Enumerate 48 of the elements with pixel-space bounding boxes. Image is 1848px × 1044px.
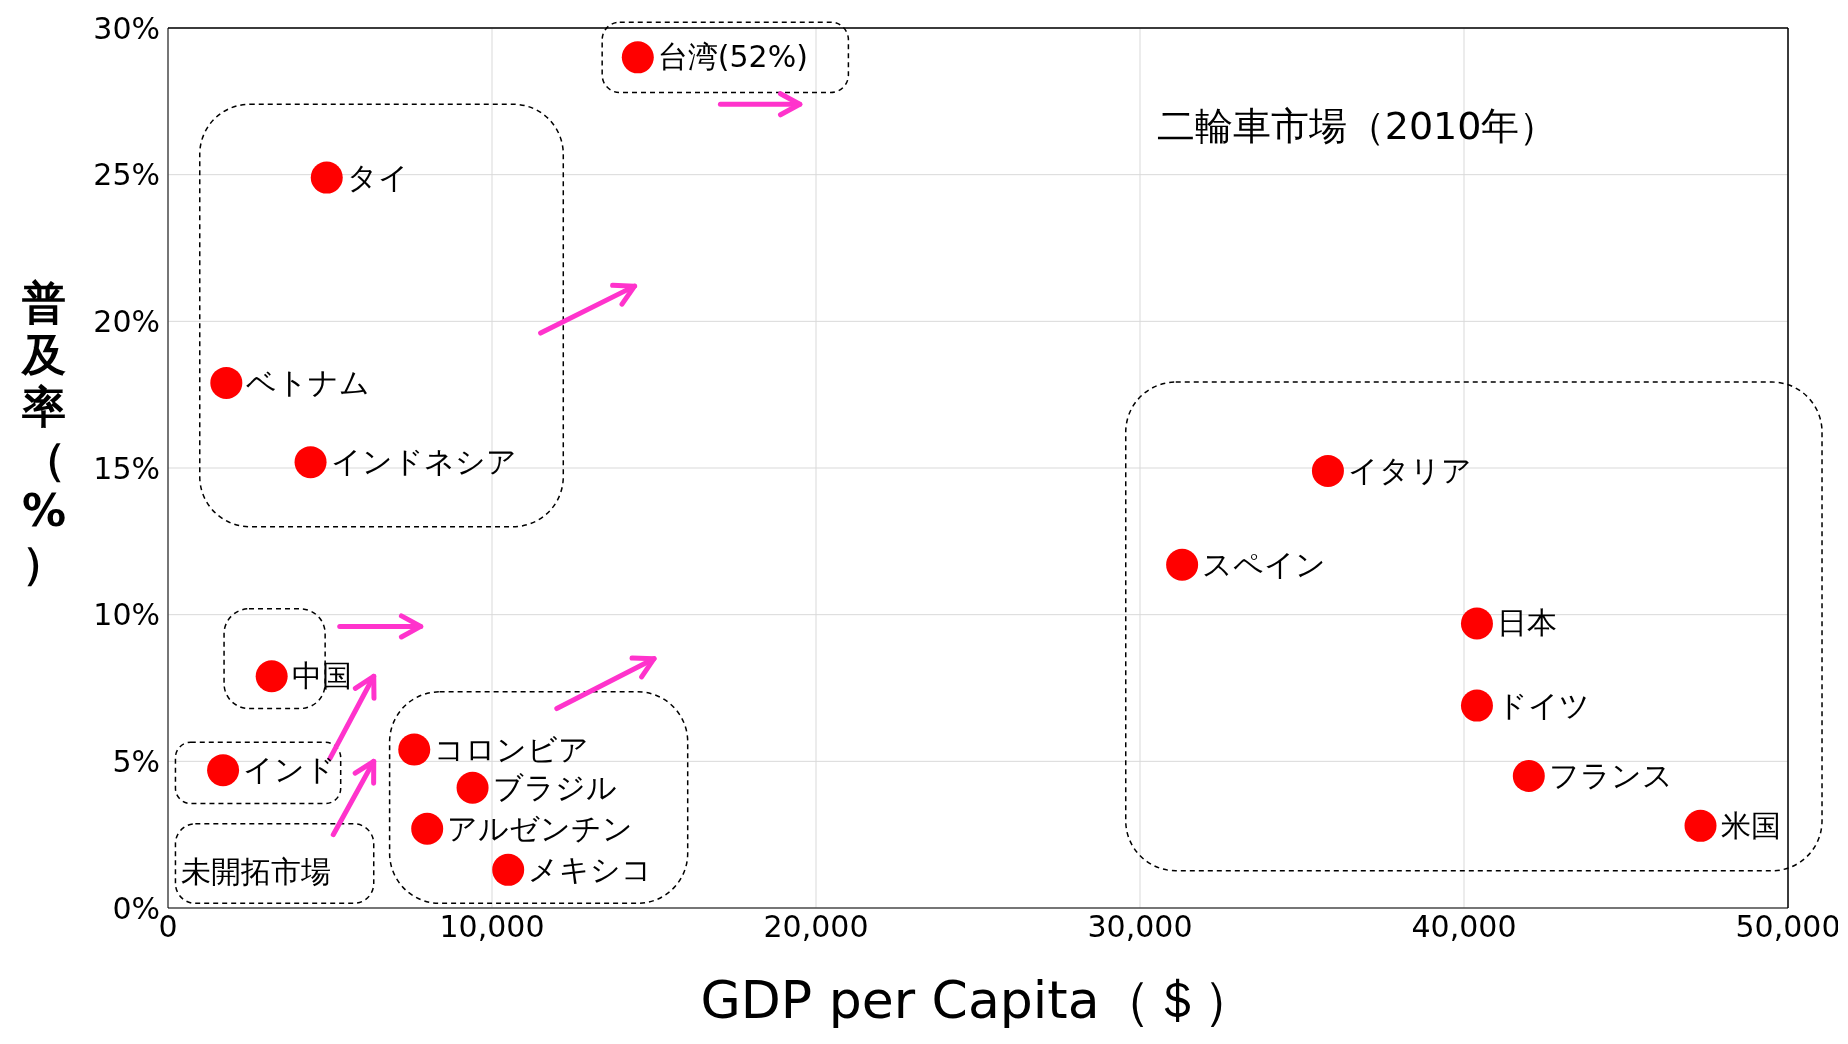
point bbox=[255, 660, 288, 693]
y-tick-label: 15% bbox=[93, 450, 160, 486]
annotation: イタリア bbox=[1347, 452, 1472, 488]
annotation: スペイン bbox=[1202, 546, 1327, 582]
y-tick-label: 10% bbox=[93, 597, 160, 633]
y-axis-title: 普及率（%） bbox=[20, 277, 67, 588]
annotation: フランス bbox=[1548, 758, 1673, 793]
x-tick-label: 10,000 bbox=[439, 909, 545, 945]
annotation: 日本 bbox=[1496, 605, 1557, 641]
x-tick-label: 30,000 bbox=[1087, 909, 1193, 945]
x-tick-label: 20,000 bbox=[763, 909, 869, 945]
annotation: 中国 bbox=[291, 658, 352, 694]
y-tick-label: 20% bbox=[93, 303, 160, 339]
point bbox=[1684, 809, 1717, 842]
point bbox=[411, 812, 444, 845]
text: 二輪車市場（2010年） bbox=[1156, 104, 1558, 149]
annotation: 米国 bbox=[1720, 807, 1781, 843]
point bbox=[621, 41, 654, 74]
point bbox=[294, 446, 327, 479]
point bbox=[1460, 689, 1493, 722]
annotation: ブラジル bbox=[492, 769, 617, 805]
annotation: ベトナム bbox=[246, 364, 371, 400]
point bbox=[456, 771, 489, 804]
x-tick-label: 0 bbox=[158, 909, 178, 945]
x-tick-label: 40,000 bbox=[1411, 909, 1517, 945]
annotation: アルゼンチン bbox=[447, 810, 634, 846]
point bbox=[1512, 760, 1545, 792]
point bbox=[398, 733, 431, 766]
y-tick-label: 5% bbox=[112, 743, 160, 779]
y-tick-label: 0% bbox=[112, 890, 160, 926]
annotation: 未開拓市場 bbox=[180, 853, 331, 889]
point bbox=[492, 853, 525, 886]
x-tick-label: 50,000 bbox=[1735, 909, 1841, 945]
annotation: インドネシア bbox=[330, 444, 517, 480]
y-tick-label: 25% bbox=[93, 157, 160, 193]
annotation: ドイツ bbox=[1496, 687, 1590, 723]
annotation: コロンビア bbox=[434, 731, 590, 767]
annotation: メキシコ bbox=[528, 851, 653, 887]
annotation: 台湾(52%) bbox=[657, 39, 808, 75]
point bbox=[207, 754, 240, 787]
point bbox=[210, 366, 243, 399]
point bbox=[1311, 454, 1344, 487]
point bbox=[1460, 607, 1493, 640]
annotation: インド bbox=[243, 752, 337, 788]
point bbox=[310, 161, 343, 194]
y-tick-label: 30% bbox=[93, 10, 160, 46]
point bbox=[1166, 548, 1199, 581]
annotation: タイ bbox=[346, 159, 409, 195]
